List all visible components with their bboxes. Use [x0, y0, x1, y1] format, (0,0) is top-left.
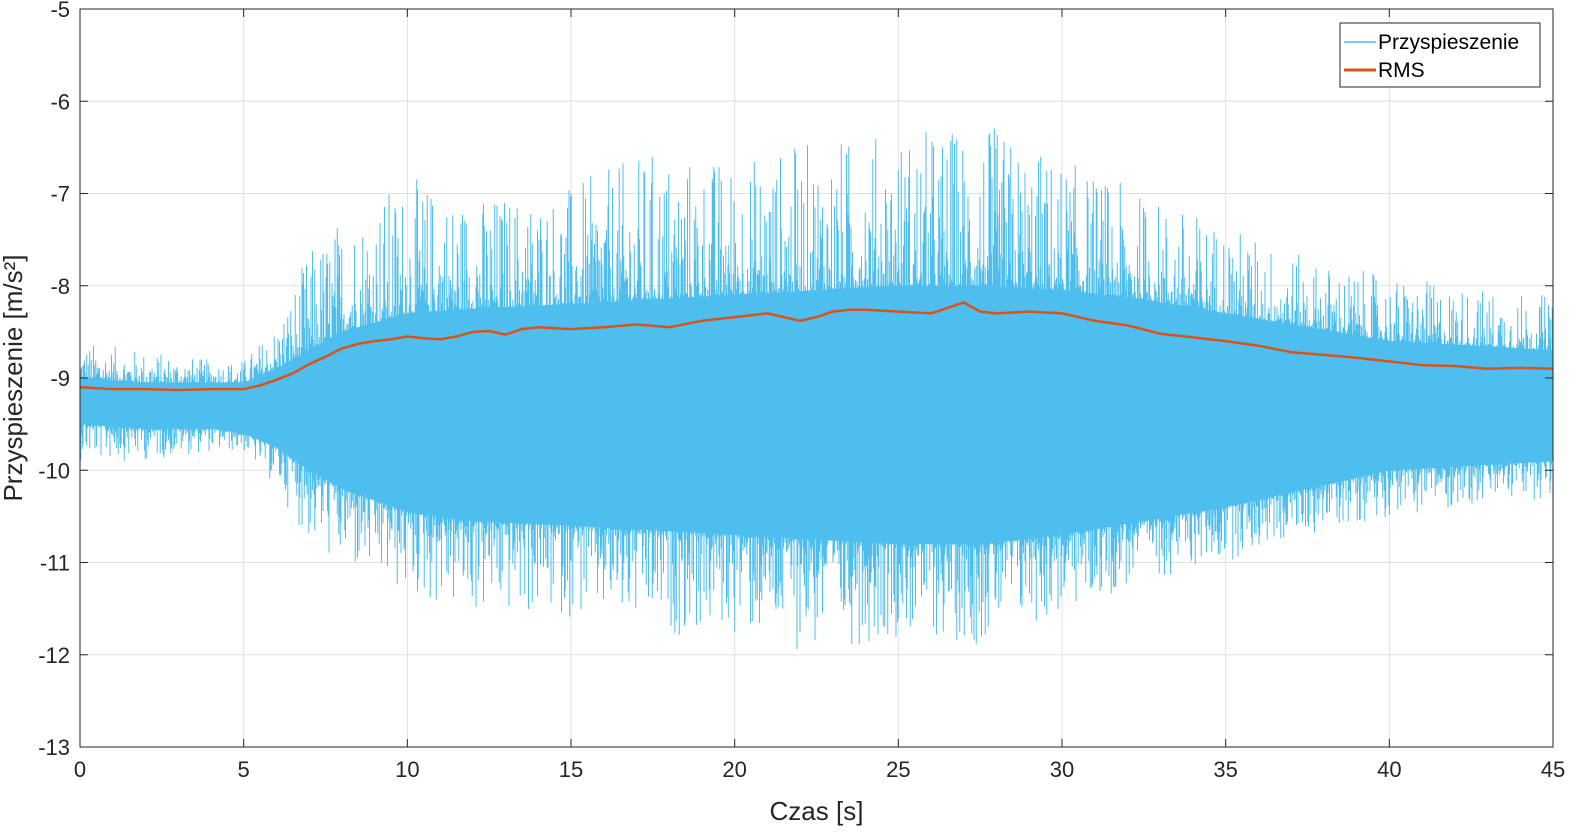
y-tick-label: -10	[38, 458, 70, 483]
y-tick-label: -5	[50, 0, 70, 22]
x-tick-label: 35	[1213, 757, 1237, 782]
legend: Przyspieszenie RMS	[1339, 22, 1541, 88]
rms-line	[79, 301, 1554, 392]
x-axis-label: Czas [s]	[770, 796, 864, 826]
x-tick-label: 0	[74, 757, 86, 782]
x-tick-label: 40	[1377, 757, 1401, 782]
signal-series	[79, 128, 1554, 650]
legend-label-rms: RMS	[1378, 59, 1425, 82]
y-tick-label: -9	[50, 366, 70, 391]
y-tick-label: -8	[50, 274, 70, 299]
rms-series	[79, 301, 1554, 392]
y-axis-ticks: -5 -6 -7 -8 -9 -10 -11 -12 -13	[38, 0, 1553, 760]
legend-label-signal: Przyspieszenie	[1378, 31, 1519, 54]
y-tick-label: -11	[40, 551, 70, 576]
signal-core-band	[80, 285, 1553, 545]
x-tick-label: 45	[1541, 757, 1565, 782]
x-tick-label: 20	[722, 757, 746, 782]
x-axis-ticks: 0 5 10 15 20 25 30 35 40 45	[74, 9, 1565, 782]
legend-box	[1339, 22, 1541, 88]
x-tick-label: 5	[238, 757, 250, 782]
x-tick-label: 10	[395, 757, 419, 782]
y-tick-label: -6	[50, 89, 70, 114]
x-tick-label: 30	[1050, 757, 1074, 782]
y-axis-label: Przyspieszenie [m/s²]	[0, 254, 28, 501]
x-tick-label: 25	[886, 757, 910, 782]
x-tick-label: 15	[559, 757, 583, 782]
y-tick-label: -12	[38, 643, 70, 668]
y-tick-label: -7	[50, 182, 70, 207]
y-tick-label: -13	[38, 735, 70, 760]
